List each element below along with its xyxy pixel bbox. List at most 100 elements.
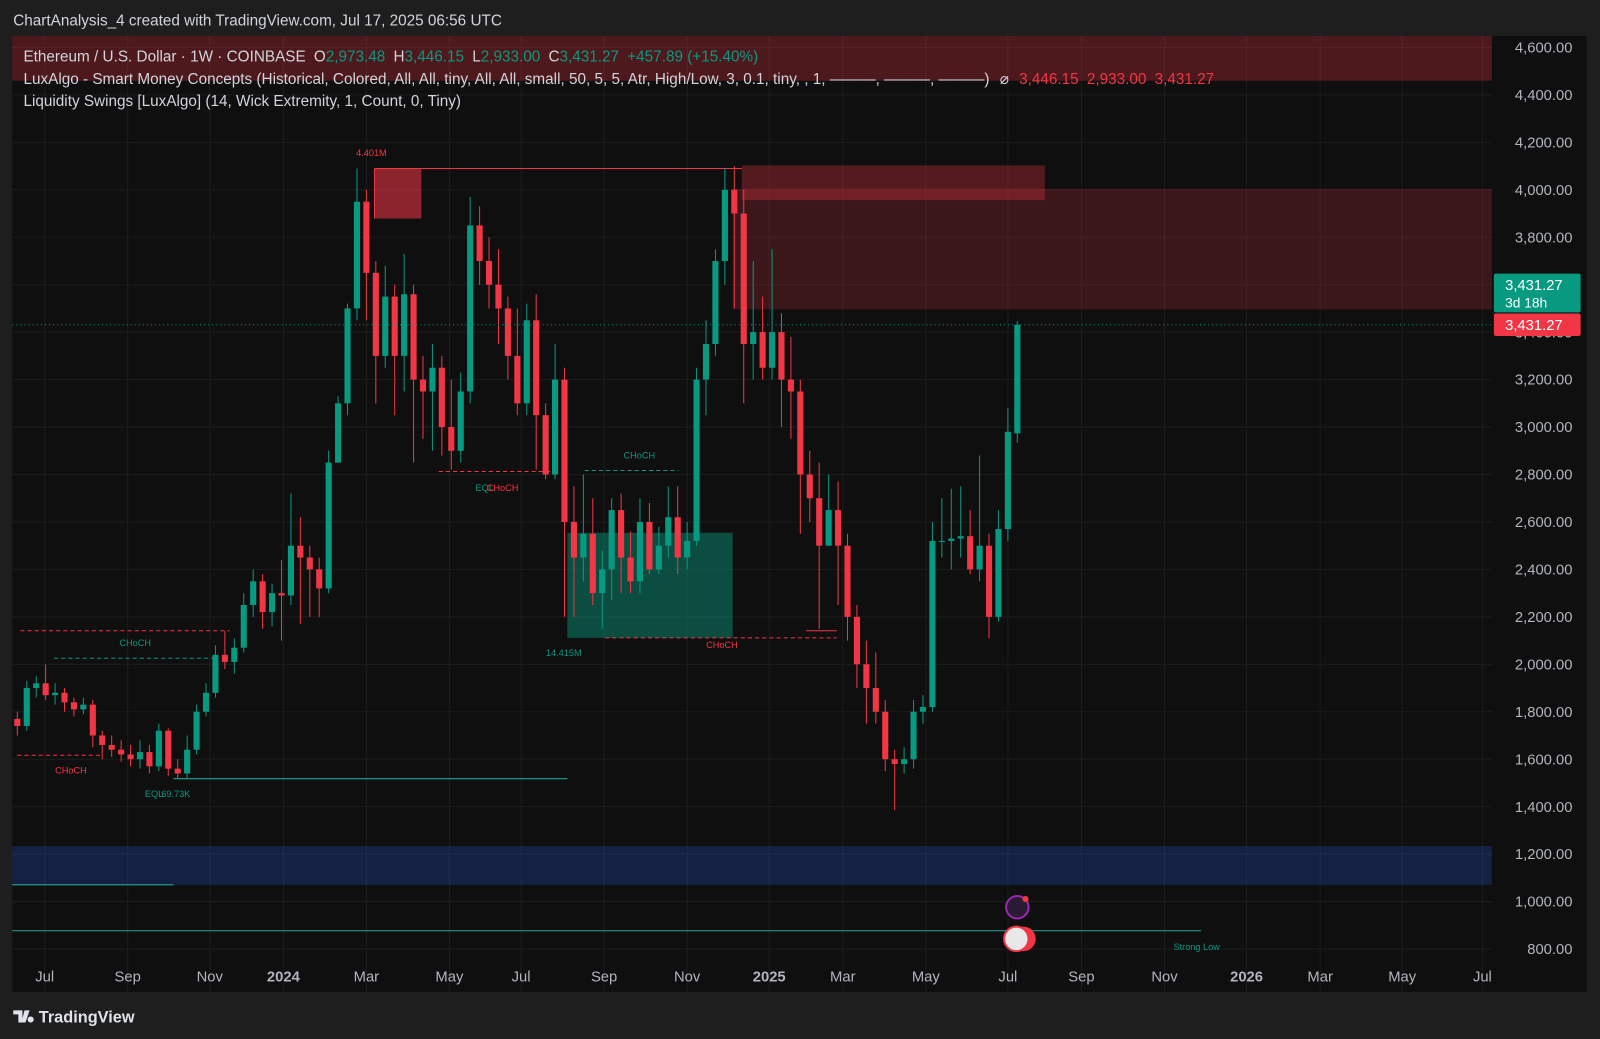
- y-tick-label: 1,000.00: [1515, 895, 1573, 911]
- candle-body: [476, 225, 483, 261]
- candle-body: [325, 462, 332, 589]
- change: +457.89 (+15.40%): [627, 48, 758, 65]
- candle-body: [967, 536, 974, 570]
- candle-body: [14, 718, 21, 726]
- x-tick-label: May: [1388, 970, 1417, 986]
- candle-body: [495, 284, 502, 309]
- candle-body: [646, 521, 653, 570]
- annotation: CHoCH: [706, 640, 738, 650]
- y-tick-label: 2,800.00: [1515, 468, 1573, 484]
- event-dot: [1022, 896, 1029, 903]
- indicator-value: 3,431.27: [1155, 71, 1215, 88]
- x-tick-label: Nov: [1151, 970, 1178, 986]
- y-tick-label: 4,600.00: [1515, 41, 1573, 57]
- candle-body: [174, 768, 181, 774]
- event-icon[interactable]: [1003, 925, 1030, 953]
- price-label: 3,431.27: [1505, 318, 1563, 334]
- candle-body: [52, 692, 59, 696]
- candle-body: [287, 545, 294, 596]
- candle-body: [61, 692, 68, 703]
- candle-body: [552, 379, 559, 475]
- y-tick-label: 4,200.00: [1515, 135, 1573, 151]
- candle-body: [410, 294, 417, 380]
- candle-body: [957, 536, 964, 539]
- candle-body: [193, 711, 200, 750]
- candle-body: [806, 474, 813, 499]
- candle-body: [618, 510, 625, 558]
- x-tick-label: Mar: [1307, 970, 1333, 986]
- candle-body: [240, 604, 247, 648]
- candle-body: [419, 379, 427, 392]
- candle-body: [665, 517, 672, 546]
- indicator: Liquidity Swings [LuxAlgo] (14, Wick Ext…: [23, 93, 461, 110]
- candle-body: [42, 683, 49, 696]
- candle-body: [853, 616, 861, 665]
- y-tick-label: 3,000.00: [1515, 420, 1573, 436]
- y-tick-label: 2,400.00: [1515, 563, 1573, 579]
- annotation: 14.415M: [546, 648, 582, 658]
- legend-line: Ethereum / U.S. Dollar · 1W · COINBASE O2…: [23, 48, 758, 65]
- candle-body: [514, 355, 521, 404]
- x-tick-label: Mar: [354, 970, 380, 986]
- price-label-box: [1493, 313, 1581, 336]
- candle-body: [391, 296, 398, 356]
- candle-body: [976, 545, 983, 570]
- grid: [12, 35, 1492, 992]
- candle-body: [608, 510, 615, 570]
- candle-body: [702, 344, 710, 380]
- candle-body: [485, 260, 493, 285]
- candle-body: [712, 260, 719, 345]
- candle-body: [844, 545, 851, 617]
- y-tick-label: 3,800.00: [1515, 230, 1573, 246]
- candle-body: [316, 569, 323, 589]
- order-block: [374, 168, 422, 219]
- candle-body: [891, 759, 898, 764]
- y-tick-label: 1,200.00: [1515, 847, 1573, 863]
- candle-body: [1004, 431, 1011, 530]
- candle-body: [778, 332, 785, 380]
- annotation: CHoCH: [487, 483, 519, 493]
- candle-body: [787, 379, 794, 392]
- indicator: LuxAlgo - Smart Money Concepts (Historic…: [23, 71, 989, 88]
- candle-body: [825, 510, 832, 546]
- legend-line: LuxAlgo - Smart Money Concepts (Historic…: [23, 71, 1214, 88]
- indicator-symbol: ⌀: [1000, 71, 1009, 88]
- countdown-price: 3,431.27: [1505, 278, 1563, 294]
- legend-line: Liquidity Swings [LuxAlgo] (14, Wick Ext…: [23, 93, 461, 110]
- x-tick-label: Nov: [674, 970, 701, 986]
- candle-body: [1014, 324, 1021, 434]
- event-icon[interactable]: [1005, 895, 1030, 920]
- ohlc-value: 2,973.48: [326, 48, 386, 65]
- y-tick-label: 2,200.00: [1515, 610, 1573, 626]
- candles: [12, 166, 1492, 811]
- candle-body: [212, 654, 219, 693]
- candle-body: [561, 379, 568, 522]
- candle-body: [863, 664, 870, 689]
- annotation: CHoCH: [623, 450, 655, 460]
- supply-zone: [741, 165, 1045, 201]
- x-tick-label: 2026: [1230, 970, 1263, 986]
- candle-body: [759, 332, 766, 368]
- candle-body: [259, 581, 266, 613]
- candle-body: [721, 189, 728, 261]
- candle-body: [184, 749, 191, 774]
- candle-body: [919, 707, 927, 712]
- ohlc-label: C: [548, 48, 559, 65]
- candle-body: [523, 320, 530, 404]
- indicator-value: 2,933.00: [1087, 71, 1147, 88]
- candle-body: [740, 213, 747, 345]
- candle-body: [221, 654, 228, 662]
- candle-body: [570, 521, 577, 558]
- candle-body: [995, 529, 1002, 617]
- candle-body: [636, 521, 644, 582]
- y-tick-label: 800.00: [1527, 942, 1572, 958]
- x-tick-label: Sep: [591, 970, 617, 986]
- plot-area: [12, 35, 1587, 992]
- annotation: 69.73K: [161, 789, 191, 799]
- annotation: Strong Low: [1173, 942, 1220, 952]
- candle-body: [684, 540, 691, 558]
- candle-body: [929, 540, 936, 708]
- annotation: EQL: [476, 483, 494, 493]
- countdown: 3d 18h: [1505, 295, 1547, 310]
- x-tick-label: Jul: [998, 970, 1017, 986]
